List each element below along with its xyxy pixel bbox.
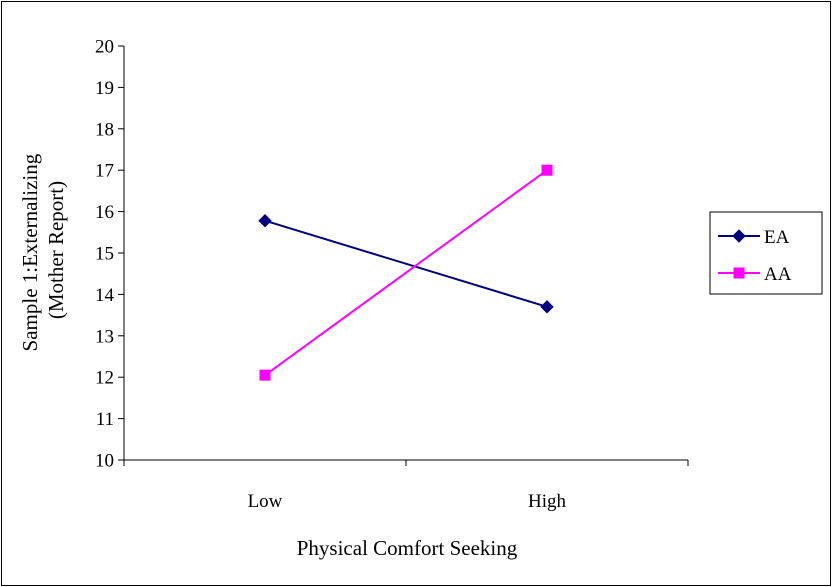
legend-box <box>709 211 823 295</box>
y-tick-label: 12 <box>95 368 114 389</box>
legend: EA AA <box>709 211 823 295</box>
y-tick-label: 18 <box>95 119 114 140</box>
series-layer <box>258 164 554 381</box>
legend-label: EA <box>764 227 790 248</box>
y-tick-label: 13 <box>95 326 114 347</box>
legend-marker <box>733 267 745 279</box>
y-tick-label: 15 <box>95 244 114 265</box>
y-axis-title: Sample 1:Externalizing (Mother Report) <box>18 149 68 352</box>
y-tick-label: 17 <box>95 161 114 182</box>
y-tick-label: 14 <box>95 285 115 306</box>
y-tick-label: 20 <box>95 37 114 58</box>
y-tick-label: 16 <box>95 202 114 223</box>
legend-item-ea: EA <box>718 227 790 248</box>
legend-marker <box>732 229 746 243</box>
data-point-aa <box>541 164 553 176</box>
axes: 10 11 12 13 14 15 16 17 18 19 20 Low High <box>95 37 689 512</box>
data-point-ea <box>258 214 272 228</box>
y-tick-label: 11 <box>96 409 114 430</box>
series-line-aa <box>264 169 548 376</box>
x-tick-label: Low <box>248 491 283 512</box>
x-axis-title: Physical Comfort Seeking <box>297 536 518 560</box>
data-point-aa <box>259 369 271 381</box>
x-tick-label: High <box>528 491 567 512</box>
y-tick-label: 19 <box>95 78 114 99</box>
legend-label: AA <box>764 264 792 285</box>
series-line-ea <box>264 219 548 308</box>
series-ea <box>258 214 554 314</box>
series-aa <box>259 164 553 381</box>
legend-item-aa: AA <box>718 264 792 285</box>
y-axis-title-line-1: Sample 1:Externalizing <box>18 153 42 351</box>
y-tick-label: 10 <box>95 451 114 472</box>
y-axis-title-line-2: (Mother Report) <box>44 181 68 319</box>
data-point-ea <box>540 300 554 314</box>
